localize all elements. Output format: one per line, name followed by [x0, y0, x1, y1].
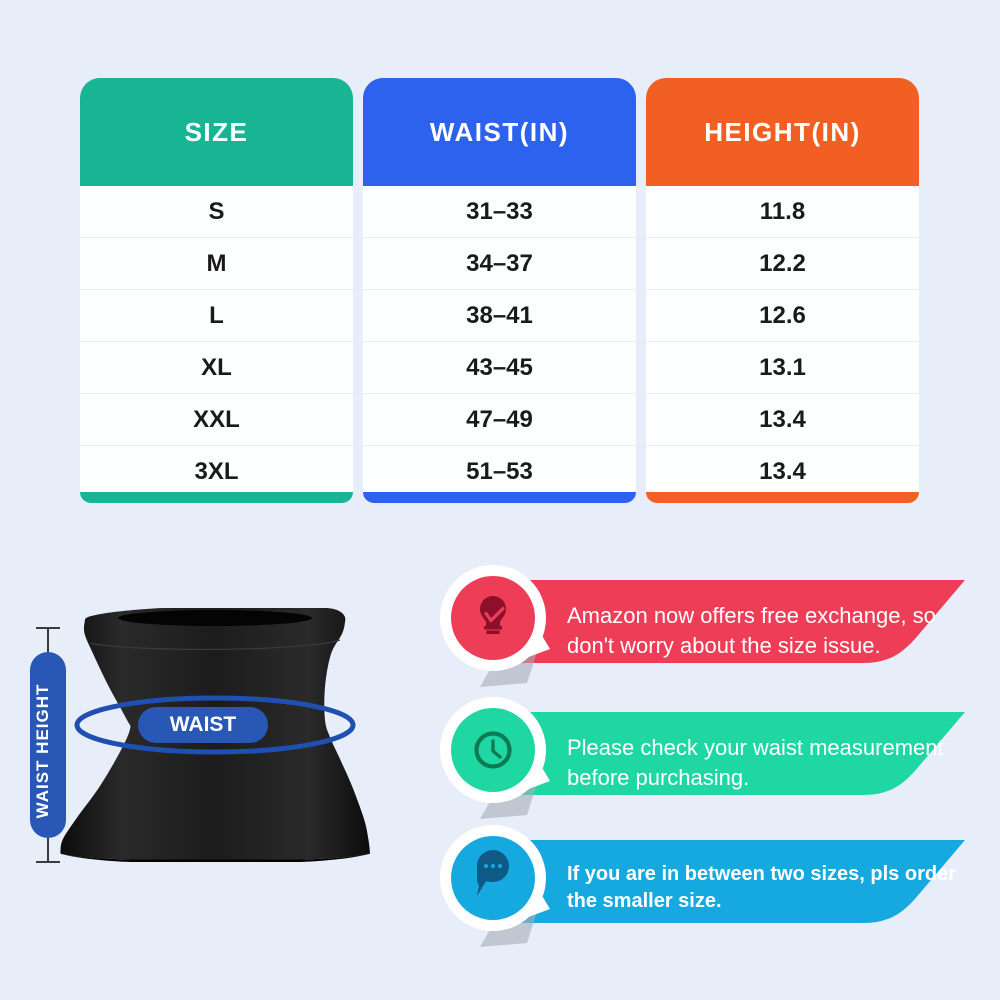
svg-text:WAIST: WAIST — [170, 713, 237, 736]
svg-text:WAIST HEIGHT: WAIST HEIGHT — [33, 684, 52, 819]
